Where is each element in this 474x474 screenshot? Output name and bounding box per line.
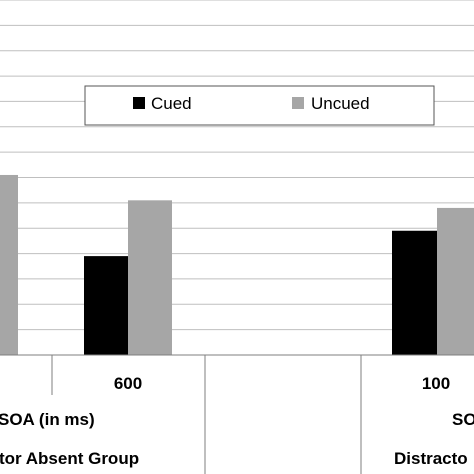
- legend-label-uncued: Uncued: [311, 94, 370, 113]
- axis-label-soa: SOA (in ms): [0, 410, 95, 429]
- group-label-distractor-absent: tor Absent Group: [0, 449, 139, 468]
- bar-uncued: [128, 200, 172, 355]
- axis-label-soa-cut: SO: [452, 410, 474, 429]
- bar-uncued: [0, 174, 18, 355]
- bar-cued: [392, 230, 437, 355]
- legend-swatch-cued: [133, 97, 145, 109]
- legend: Cued Uncued: [84, 85, 435, 126]
- group-label-distractor-cut: Distracto: [394, 449, 468, 468]
- bars: [0, 174, 474, 355]
- bar-uncued: [437, 207, 474, 355]
- bar-cued: [84, 256, 128, 355]
- legend-label-cued: Cued: [151, 94, 192, 113]
- tick-label-100: 100: [422, 374, 450, 393]
- legend-swatch-uncued: [292, 97, 304, 109]
- tick-label-600: 600: [114, 374, 142, 393]
